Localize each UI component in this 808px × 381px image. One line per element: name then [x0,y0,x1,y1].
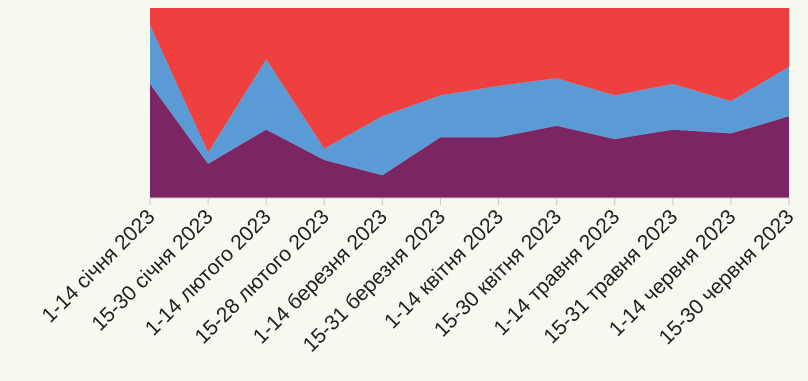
area-series-2 [150,25,789,176]
x-axis-ticks [149,198,790,205]
area-series-group [150,8,789,198]
area-series-1 [150,84,789,198]
area-series-3 [150,8,789,153]
